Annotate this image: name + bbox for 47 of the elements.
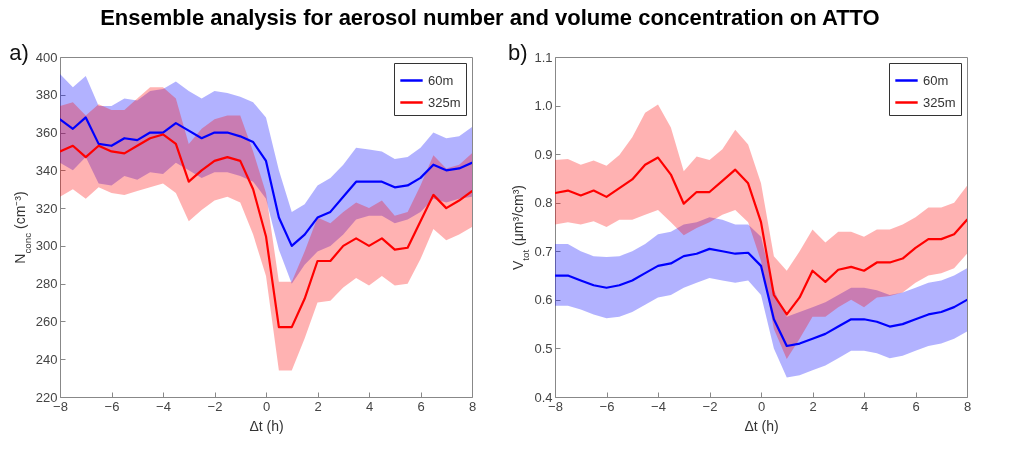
legend-label: 325m [923, 94, 956, 110]
y-tick-label: 260 [35, 313, 58, 329]
y-tick-label: 0.8 [534, 195, 553, 211]
y-tick-label: 0.4 [534, 389, 553, 405]
y-tick-label: 360 [35, 125, 58, 141]
x-tick-label: −2 [702, 398, 718, 414]
line-series [555, 156, 967, 316]
y-tick-label: 0.7 [534, 243, 553, 259]
x-tick-label: 2 [314, 398, 322, 414]
x-tick-label: 4 [365, 398, 374, 414]
x-tick-label: 6 [912, 398, 920, 414]
x-axis-title: Δt (h) [249, 417, 284, 434]
x-tick-label: −6 [599, 398, 615, 414]
x-tick-label: 0 [757, 398, 766, 414]
y-tick-label: 220 [35, 389, 58, 405]
x-tick-label: 2 [809, 398, 817, 414]
x-tick-label: −6 [104, 398, 120, 414]
legend-label: 60m [923, 72, 949, 88]
y-tick-label: 0.6 [534, 292, 553, 308]
y-tick-label: 300 [35, 238, 58, 254]
legend-label: 325m [428, 94, 461, 110]
y-tick-label: 1.1 [534, 49, 553, 65]
x-tick-label: 6 [417, 398, 425, 414]
y-tick-label: 240 [35, 351, 58, 367]
text: b) [507, 40, 528, 65]
chart-title: Ensemble analysis for aerosol number and volume concentration on ATTO [100, 4, 880, 30]
x-tick-label: 4 [860, 398, 869, 414]
text: a) [9, 40, 29, 65]
y-tick-label: 0.9 [534, 146, 553, 162]
line-series [60, 133, 472, 329]
x-tick-label: 8 [468, 398, 477, 414]
y-tick-label: 320 [35, 200, 58, 216]
x-tick-label: −4 [156, 398, 171, 414]
x-tick-label: 0 [262, 398, 271, 414]
y-tick-label: 380 [35, 87, 58, 103]
x-tick-label: −4 [651, 398, 666, 414]
y-tick-label: 1.0 [534, 98, 553, 114]
x-tick-label: 8 [963, 398, 972, 414]
line-series [555, 247, 967, 348]
y-tick-label: 0.5 [534, 340, 553, 356]
y-tick-label: 400 [35, 49, 58, 65]
x-tick-label: −2 [207, 398, 223, 414]
y-tick-label: 340 [35, 162, 58, 178]
y-tick-label: 280 [35, 276, 58, 292]
legend-label: 60m [428, 72, 454, 88]
line-series [60, 116, 472, 247]
x-axis-title: Δt (h) [744, 417, 779, 434]
